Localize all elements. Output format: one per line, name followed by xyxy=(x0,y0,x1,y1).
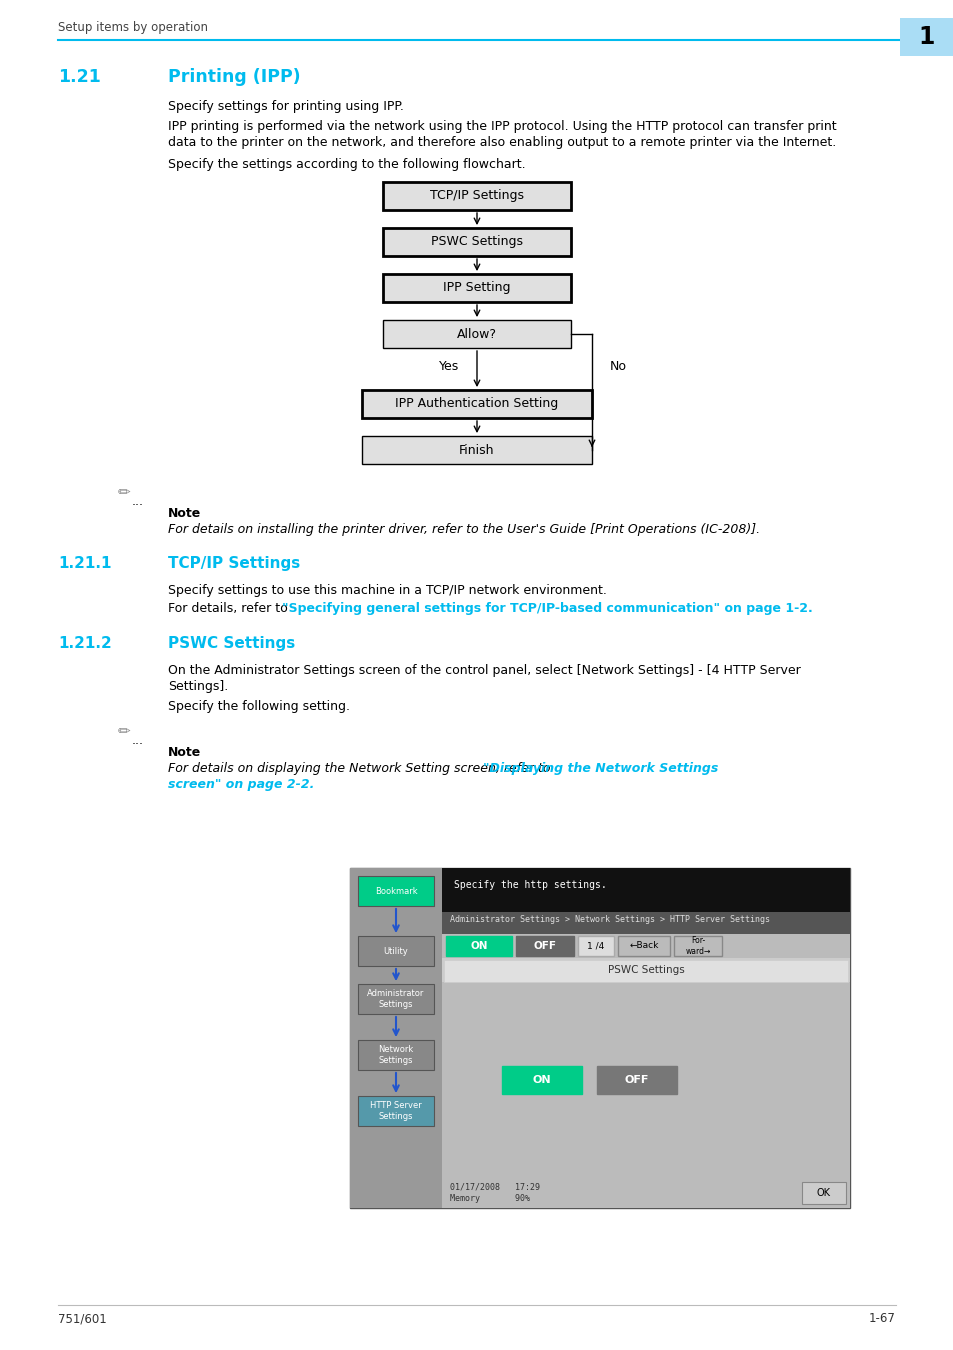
FancyBboxPatch shape xyxy=(501,1066,581,1094)
Text: ...: ... xyxy=(132,734,144,747)
Text: PSWC Settings: PSWC Settings xyxy=(168,636,294,651)
FancyBboxPatch shape xyxy=(441,868,849,913)
Text: 1 /4: 1 /4 xyxy=(587,941,604,950)
Text: For details on installing the printer driver, refer to the User's Guide [Print O: For details on installing the printer dr… xyxy=(168,522,760,536)
Text: data to the printer on the network, and therefore also enabling output to a remo: data to the printer on the network, and … xyxy=(168,136,836,148)
FancyBboxPatch shape xyxy=(441,981,849,1179)
FancyBboxPatch shape xyxy=(357,876,434,906)
Text: OK: OK xyxy=(816,1188,830,1197)
FancyBboxPatch shape xyxy=(357,1040,434,1071)
Text: Specify settings to use this machine in a TCP/IP network environment.: Specify settings to use this machine in … xyxy=(168,585,606,597)
Text: ON: ON xyxy=(532,1075,551,1085)
Text: Network
Settings: Network Settings xyxy=(378,1045,414,1065)
FancyBboxPatch shape xyxy=(361,436,592,464)
Text: ←Back: ←Back xyxy=(629,941,658,950)
Text: 01/17/2008   17:29: 01/17/2008 17:29 xyxy=(450,1183,539,1191)
FancyBboxPatch shape xyxy=(382,320,571,348)
Text: ✏: ✏ xyxy=(118,724,131,738)
FancyBboxPatch shape xyxy=(443,960,847,981)
Text: Specify the http settings.: Specify the http settings. xyxy=(454,880,606,890)
Text: For details, refer to: For details, refer to xyxy=(168,602,292,616)
FancyBboxPatch shape xyxy=(441,868,849,1208)
FancyBboxPatch shape xyxy=(350,868,849,1208)
Text: "Displaying the Network Settings: "Displaying the Network Settings xyxy=(482,761,718,775)
Text: Memory       90%: Memory 90% xyxy=(450,1193,530,1203)
FancyBboxPatch shape xyxy=(382,274,571,302)
FancyBboxPatch shape xyxy=(516,936,574,956)
Text: On the Administrator Settings screen of the control panel, select [Network Setti: On the Administrator Settings screen of … xyxy=(168,664,800,676)
Text: Finish: Finish xyxy=(458,444,495,456)
Text: 751/601: 751/601 xyxy=(58,1312,107,1324)
Text: Note: Note xyxy=(168,508,201,520)
FancyBboxPatch shape xyxy=(441,934,849,958)
Text: IPP printing is performed via the network using the IPP protocol. Using the HTTP: IPP printing is performed via the networ… xyxy=(168,120,836,134)
Text: Allow?: Allow? xyxy=(456,328,497,340)
FancyBboxPatch shape xyxy=(382,228,571,256)
Text: OFF: OFF xyxy=(533,941,556,950)
FancyBboxPatch shape xyxy=(441,1179,849,1208)
FancyBboxPatch shape xyxy=(673,936,721,956)
Text: Specify settings for printing using IPP.: Specify settings for printing using IPP. xyxy=(168,100,403,113)
Text: Administrator Settings > Network Settings > HTTP Server Settings: Administrator Settings > Network Setting… xyxy=(450,915,769,923)
Text: screen" on page 2-2.: screen" on page 2-2. xyxy=(168,778,314,791)
Text: Setup items by operation: Setup items by operation xyxy=(58,22,208,34)
FancyBboxPatch shape xyxy=(357,984,434,1014)
Text: Specify the following setting.: Specify the following setting. xyxy=(168,701,350,713)
Text: 1.21.2: 1.21.2 xyxy=(58,636,112,651)
Text: 1-67: 1-67 xyxy=(868,1312,895,1324)
Text: Utility: Utility xyxy=(383,946,408,956)
Text: 1.21.1: 1.21.1 xyxy=(58,556,112,571)
FancyBboxPatch shape xyxy=(441,913,849,934)
Text: IPP Authentication Setting: IPP Authentication Setting xyxy=(395,397,558,410)
Text: HTTP Server
Settings: HTTP Server Settings xyxy=(370,1102,421,1120)
FancyBboxPatch shape xyxy=(446,936,512,956)
Text: Bookmark: Bookmark xyxy=(375,887,416,895)
Text: ...: ... xyxy=(132,495,144,508)
Text: 1.21: 1.21 xyxy=(58,68,101,86)
FancyBboxPatch shape xyxy=(899,18,953,55)
FancyBboxPatch shape xyxy=(578,936,614,956)
Text: For-
ward→: For- ward→ xyxy=(684,937,710,956)
FancyBboxPatch shape xyxy=(357,1096,434,1126)
Text: "Specifying general settings for TCP/IP-based communication" on page 1-2.: "Specifying general settings for TCP/IP-… xyxy=(282,602,812,616)
Text: For details on displaying the Network Setting screen, refer to: For details on displaying the Network Se… xyxy=(168,761,554,775)
Text: Specify the settings according to the following flowchart.: Specify the settings according to the fo… xyxy=(168,158,525,171)
FancyBboxPatch shape xyxy=(801,1183,845,1204)
Text: No: No xyxy=(609,359,626,373)
FancyBboxPatch shape xyxy=(361,390,592,418)
Text: IPP Setting: IPP Setting xyxy=(443,282,510,294)
Text: Administrator
Settings: Administrator Settings xyxy=(367,990,424,1008)
Text: Settings].: Settings]. xyxy=(168,680,228,693)
Text: TCP/IP Settings: TCP/IP Settings xyxy=(430,189,523,202)
Text: Printing (IPP): Printing (IPP) xyxy=(168,68,300,86)
FancyBboxPatch shape xyxy=(597,1066,677,1094)
FancyBboxPatch shape xyxy=(350,868,441,1208)
FancyBboxPatch shape xyxy=(357,936,434,967)
Text: TCP/IP Settings: TCP/IP Settings xyxy=(168,556,300,571)
FancyBboxPatch shape xyxy=(618,936,669,956)
Text: ON: ON xyxy=(470,941,487,950)
FancyBboxPatch shape xyxy=(382,182,571,211)
Text: PSWC Settings: PSWC Settings xyxy=(607,965,683,975)
Text: Note: Note xyxy=(168,747,201,759)
Text: ✏: ✏ xyxy=(118,485,131,500)
Text: 1: 1 xyxy=(918,26,934,49)
Text: OFF: OFF xyxy=(624,1075,648,1085)
Text: PSWC Settings: PSWC Settings xyxy=(431,235,522,248)
Text: Yes: Yes xyxy=(438,359,458,373)
